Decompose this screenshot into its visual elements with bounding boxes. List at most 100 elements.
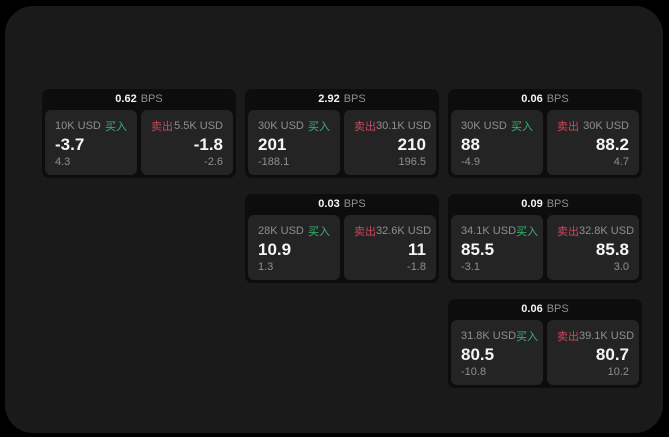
sell-button[interactable]: 卖出: [557, 226, 579, 238]
spread-unit: BPS: [546, 198, 569, 210]
spread-header: 0.62 BPS: [45, 89, 233, 110]
sell-button[interactable]: 卖出: [354, 226, 376, 238]
quote-card: 0.06 BPS 31.8K USD 买入 80.5 -10.8 卖出 39.1…: [448, 299, 642, 388]
sell-panel-top: 卖出 30.1K USD: [354, 118, 431, 134]
spread-unit: BPS: [343, 198, 366, 210]
buy-price: 10.9: [258, 239, 292, 259]
spread-value: 0.09: [521, 198, 543, 210]
spread-unit: BPS: [343, 93, 366, 105]
sell-panel[interactable]: 卖出 5.5K USD -1.8 -2.6: [141, 110, 233, 175]
buy-amount: 28K USD: [258, 225, 304, 237]
spread-value: 0.06: [521, 93, 543, 105]
sell-amount: 30.1K USD: [376, 120, 432, 132]
buy-button[interactable]: 买入: [511, 121, 533, 133]
sell-panel[interactable]: 卖出 30K USD 88.2 4.7: [547, 110, 639, 175]
buy-price: -3.7: [55, 134, 85, 154]
sell-amount: 30K USD: [583, 120, 629, 132]
buy-change: -4.9: [461, 156, 480, 168]
sell-panel-top: 卖出 30K USD: [557, 118, 629, 134]
quote-card: 0.62 BPS 10K USD 买入 -3.7 4.3 卖出 5.5K USD…: [42, 89, 236, 178]
quote-card-body: 34.1K USD 买入 85.5 -3.1 卖出 32.8K USD 85.8…: [451, 215, 639, 280]
buy-price: 88: [461, 134, 480, 154]
sell-panel[interactable]: 卖出 30.1K USD 210 196.5: [344, 110, 436, 175]
sell-button[interactable]: 卖出: [151, 121, 173, 133]
sell-panel-top: 卖出 5.5K USD: [151, 118, 223, 134]
buy-change: -10.8: [461, 366, 487, 378]
sell-change: 196.5: [398, 156, 426, 168]
spread-header: 0.03 BPS: [248, 194, 436, 215]
buy-panel[interactable]: 31.8K USD 买入 80.5 -10.8: [451, 320, 543, 385]
buy-panel[interactable]: 30K USD 买入 201 -188.1: [248, 110, 340, 175]
buy-panel-top: 28K USD 买入: [258, 223, 330, 239]
buy-amount: 30K USD: [461, 120, 507, 132]
sell-price: 210: [397, 134, 426, 154]
buy-amount: 31.8K USD: [461, 330, 517, 342]
sell-price: 11: [408, 239, 426, 259]
buy-amount: 30K USD: [258, 120, 304, 132]
spread-header: 2.92 BPS: [248, 89, 436, 110]
buy-change: 1.3: [258, 261, 274, 273]
sell-button[interactable]: 卖出: [557, 331, 579, 343]
sell-price: 80.7: [595, 344, 629, 364]
sell-button[interactable]: 卖出: [354, 121, 376, 133]
sell-button[interactable]: 卖出: [557, 121, 579, 133]
buy-price: 80.5: [461, 344, 495, 364]
quote-card: 0.03 BPS 28K USD 买入 10.9 1.3 卖出 32.6K US…: [245, 194, 439, 283]
quote-card-body: 30K USD 买入 201 -188.1 卖出 30.1K USD 210 1…: [248, 110, 436, 175]
buy-panel[interactable]: 34.1K USD 买入 85.5 -3.1: [451, 215, 543, 280]
buy-amount: 34.1K USD: [461, 225, 517, 237]
buy-amount: 10K USD: [55, 120, 101, 132]
sell-panel-top: 卖出 32.8K USD: [557, 223, 634, 239]
quote-card-body: 30K USD 买入 88 -4.9 卖出 30K USD 88.2 4.7: [451, 110, 639, 175]
buy-panel-top: 30K USD 买入: [258, 118, 330, 134]
buy-price: 201: [258, 134, 287, 154]
buy-change: -3.1: [461, 261, 480, 273]
sell-price: -1.8: [193, 134, 223, 154]
spread-value: 0.03: [318, 198, 340, 210]
spread-unit: BPS: [140, 93, 163, 105]
buy-panel-top: 10K USD 买入: [55, 118, 127, 134]
sell-change: -1.8: [407, 261, 426, 273]
sell-change: 4.7: [613, 156, 629, 168]
buy-panel[interactable]: 28K USD 买入 10.9 1.3: [248, 215, 340, 280]
quote-card-body: 28K USD 买入 10.9 1.3 卖出 32.6K USD 11 -1.8: [248, 215, 436, 280]
buy-button[interactable]: 买入: [308, 226, 330, 238]
app-window: 0.62 BPS 10K USD 买入 -3.7 4.3 卖出 5.5K USD…: [5, 6, 663, 433]
sell-amount: 32.8K USD: [579, 225, 635, 237]
spread-header: 0.06 BPS: [451, 89, 639, 110]
sell-amount: 5.5K USD: [174, 120, 223, 132]
sell-amount: 32.6K USD: [376, 225, 432, 237]
quote-card: 2.92 BPS 30K USD 买入 201 -188.1 卖出 30.1K …: [245, 89, 439, 178]
quote-card: 0.06 BPS 30K USD 买入 88 -4.9 卖出 30K USD 8…: [448, 89, 642, 178]
buy-panel-top: 31.8K USD 买入: [461, 328, 538, 344]
spread-value: 0.62: [115, 93, 137, 105]
sell-amount: 39.1K USD: [579, 330, 635, 342]
spread-value: 0.06: [521, 303, 543, 315]
sell-panel[interactable]: 卖出 39.1K USD 80.7 10.2: [547, 320, 639, 385]
buy-price: 85.5: [461, 239, 495, 259]
sell-change: 3.0: [613, 261, 629, 273]
buy-panel-top: 30K USD 买入: [461, 118, 533, 134]
quote-card-body: 31.8K USD 买入 80.5 -10.8 卖出 39.1K USD 80.…: [451, 320, 639, 385]
sell-panel[interactable]: 卖出 32.6K USD 11 -1.8: [344, 215, 436, 280]
buy-button[interactable]: 买入: [105, 121, 127, 133]
buy-panel[interactable]: 30K USD 买入 88 -4.9: [451, 110, 543, 175]
sell-panel-top: 卖出 32.6K USD: [354, 223, 431, 239]
quote-card: 0.09 BPS 34.1K USD 买入 85.5 -3.1 卖出 32.8K…: [448, 194, 642, 283]
sell-panel[interactable]: 卖出 32.8K USD 85.8 3.0: [547, 215, 639, 280]
sell-change: -2.6: [204, 156, 223, 168]
buy-button[interactable]: 买入: [516, 226, 539, 238]
spread-header: 0.06 BPS: [451, 299, 639, 320]
buy-change: -188.1: [258, 156, 290, 168]
sell-panel-top: 卖出 39.1K USD: [557, 328, 634, 344]
sell-price: 88.2: [595, 134, 629, 154]
buy-button[interactable]: 买入: [516, 331, 539, 343]
quote-grid: 0.62 BPS 10K USD 买入 -3.7 4.3 卖出 5.5K USD…: [42, 89, 642, 388]
buy-panel-top: 34.1K USD 买入: [461, 223, 538, 239]
spread-unit: BPS: [546, 303, 569, 315]
buy-button[interactable]: 买入: [308, 121, 330, 133]
quote-card-body: 10K USD 买入 -3.7 4.3 卖出 5.5K USD -1.8 -2.…: [45, 110, 233, 175]
buy-change: 4.3: [55, 156, 71, 168]
buy-panel[interactable]: 10K USD 买入 -3.7 4.3: [45, 110, 137, 175]
